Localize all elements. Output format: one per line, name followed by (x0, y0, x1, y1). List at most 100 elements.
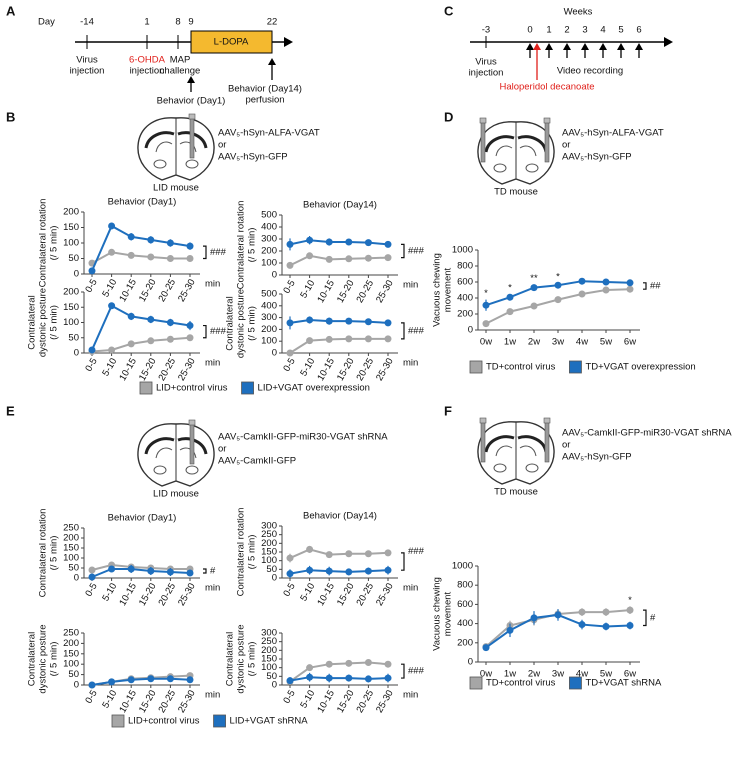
x-tick-label: 5-10 (298, 278, 317, 300)
data-point (345, 550, 353, 558)
series-line (289, 318, 389, 324)
series-line (91, 336, 191, 353)
construct: AAV₅-CamkII-GFP (218, 456, 296, 467)
data-point (127, 340, 135, 348)
data-point (384, 240, 392, 248)
y-tick-label: 250 (261, 529, 277, 540)
data-point (384, 549, 392, 557)
data-point (345, 255, 353, 263)
data-point (506, 626, 514, 634)
x-tick-label: 15-20 (335, 356, 357, 383)
event-label: injection (70, 66, 105, 77)
y-tick-label: 0 (272, 680, 277, 691)
y-tick-label: 50 (266, 671, 277, 682)
data-point (602, 608, 610, 616)
treatment-box (190, 30, 273, 54)
y-tick-label: 400 (457, 293, 473, 304)
legend-swatch (241, 381, 254, 395)
data-point (108, 678, 116, 686)
x-tick-label: 0-5 (83, 688, 99, 705)
data-point (384, 319, 392, 327)
axis-label: Weeks (564, 7, 593, 18)
data-point (325, 335, 333, 343)
x-tick-label: 10-15 (117, 277, 139, 304)
y-tick-label: 250 (261, 636, 277, 647)
data-point (306, 252, 314, 260)
x-tick-label: 0-5 (281, 278, 297, 295)
data-point (345, 238, 353, 246)
y-tick-label: 50 (68, 253, 79, 264)
x-tick-label: 20-25 (354, 688, 376, 715)
y-tick-label: 0 (272, 573, 277, 584)
series-line (289, 337, 388, 354)
series-line (91, 568, 191, 578)
x-unit: min (205, 279, 220, 290)
probe (543, 117, 551, 163)
y-tick-label: 500 (261, 210, 277, 221)
series-line (289, 676, 389, 682)
x-unit: min (403, 280, 418, 291)
y-axis-label: dystonic posture (38, 624, 49, 693)
y-tick-label: 50 (68, 332, 79, 343)
y-axis-label: Contralateral (225, 296, 236, 350)
y-axis-label: Contralateral (225, 632, 236, 686)
y-tick-label: 100 (63, 317, 79, 328)
legend-swatch (469, 676, 483, 690)
data-point (127, 565, 135, 573)
data-point (602, 622, 610, 630)
data-point (626, 279, 634, 287)
significance-star: ** (530, 273, 538, 284)
x-tick-label: 20-25 (354, 278, 376, 305)
data-point (554, 281, 562, 289)
series-line (91, 251, 190, 265)
data-point (325, 660, 333, 668)
construct: or (562, 140, 570, 151)
data-point (166, 239, 174, 247)
week-label: -3 (482, 25, 490, 36)
data-point (147, 315, 155, 323)
probe (479, 417, 487, 463)
x-tick-label: 15-20 (137, 356, 159, 383)
data-point (306, 337, 314, 345)
x-tick-label: 0-5 (83, 581, 99, 598)
brain-schematic (136, 116, 216, 182)
legend-swatch (213, 714, 226, 728)
x-tick-label: 10-15 (315, 356, 337, 383)
series-line (289, 569, 389, 575)
data-point (286, 677, 294, 685)
data-point (127, 676, 135, 684)
y-tick-label: 800 (457, 580, 473, 591)
x-tick-label: 5w (600, 337, 612, 348)
x-unit: min (403, 358, 418, 369)
probe (188, 419, 196, 465)
arrowhead (268, 58, 276, 65)
model-label: LID mouse (153, 183, 199, 194)
data-point (364, 550, 372, 558)
data-point (384, 674, 392, 682)
y-axis-label: (/ 5 min) (247, 535, 258, 570)
y-axis-label: (/ 5 min) (49, 305, 60, 340)
event-label: challenge (160, 66, 201, 77)
y-tick-label: 100 (261, 555, 277, 566)
data-point (186, 322, 194, 330)
y-tick-label: 800 (457, 261, 473, 272)
legend-label: TD+VGAT shRNA (585, 678, 662, 689)
x-tick-label: 20-25 (156, 688, 178, 715)
y-tick-label: 100 (261, 662, 277, 673)
axis-label: Day (38, 17, 55, 28)
y-axis-label: Vacuous chewing (432, 577, 443, 651)
y-tick-label: 200 (261, 246, 277, 257)
y-axis-label: dystonic posture (236, 289, 247, 358)
significance-label: ### (408, 325, 425, 336)
y-tick-label: 100 (261, 336, 277, 347)
data-point (345, 568, 353, 576)
y-axis-label: (/ 5 min) (49, 536, 60, 571)
arrowhead (664, 37, 673, 47)
y-axis-label: movement (443, 267, 454, 312)
y-tick-label: 150 (63, 222, 79, 233)
y-axis-label: (/ 5 min) (247, 228, 258, 263)
y-tick-label: 100 (63, 553, 79, 564)
data-point (325, 238, 333, 246)
arrowhead (533, 43, 541, 50)
legend-swatch (469, 360, 483, 374)
